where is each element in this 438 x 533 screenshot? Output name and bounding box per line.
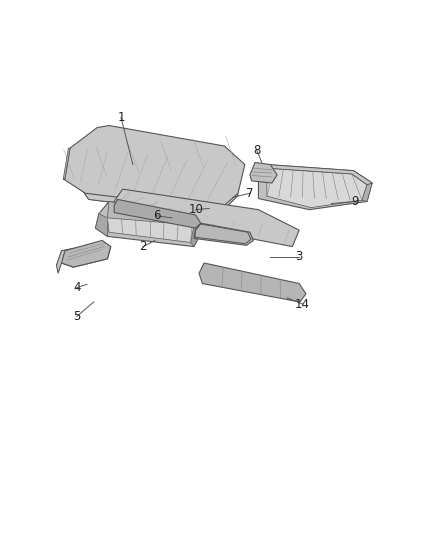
Text: 8: 8 [253,144,261,157]
Polygon shape [63,148,70,179]
Polygon shape [95,214,107,236]
Polygon shape [109,189,299,247]
Polygon shape [63,126,245,209]
Polygon shape [191,218,202,247]
Polygon shape [57,243,111,273]
Text: 2: 2 [139,240,147,253]
Text: 7: 7 [246,187,254,200]
Text: 10: 10 [188,203,203,216]
Polygon shape [258,165,274,180]
Text: 4: 4 [73,281,81,294]
Polygon shape [258,165,372,209]
Polygon shape [352,171,372,184]
Polygon shape [199,263,306,302]
Polygon shape [107,209,197,243]
Polygon shape [95,201,202,247]
Polygon shape [61,240,111,267]
Polygon shape [72,154,238,216]
Polygon shape [250,163,277,183]
Text: 1: 1 [117,111,125,124]
Text: 9: 9 [351,195,359,208]
Polygon shape [68,146,238,216]
Polygon shape [362,183,372,201]
Polygon shape [107,201,196,225]
Text: 6: 6 [153,209,160,222]
Text: 3: 3 [296,251,303,263]
Polygon shape [267,168,367,207]
Polygon shape [195,224,251,244]
Polygon shape [114,199,201,228]
Polygon shape [194,223,253,245]
Text: 14: 14 [295,297,310,311]
Text: 5: 5 [73,310,81,323]
Polygon shape [258,165,372,184]
